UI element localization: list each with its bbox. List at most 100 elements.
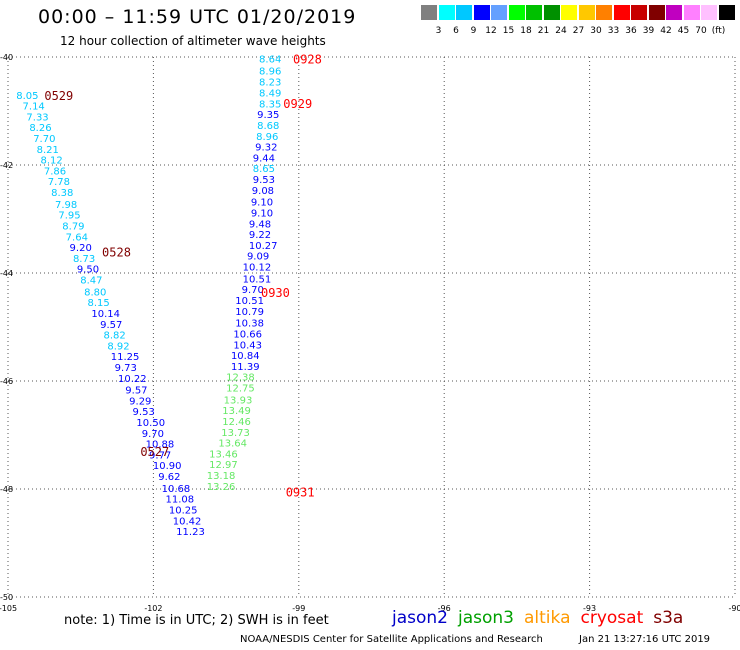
color-scale-label: 12 — [485, 26, 497, 36]
pass-time-label: 0931 — [286, 486, 315, 500]
color-swatch — [526, 5, 542, 20]
wave-height-value: 10.51 — [243, 274, 272, 285]
wave-height-value: 10.79 — [235, 307, 264, 318]
satellite-legend-jason2: jason2 — [392, 608, 448, 628]
wave-height-value: 10.22 — [118, 374, 147, 385]
wave-height-value: 10.27 — [249, 241, 278, 252]
wave-height-value: 10.84 — [231, 351, 260, 362]
wave-height-value: 8.68 — [257, 121, 279, 132]
wave-height-value: 13.26 — [207, 482, 236, 493]
color-swatch — [666, 5, 682, 20]
wave-height-value: 10.50 — [136, 418, 165, 429]
wave-height-value: 9.10 — [251, 209, 273, 220]
wave-height-value: 8.26 — [29, 123, 51, 134]
wave-height-value: 9.29 — [129, 396, 151, 407]
credit-text: NOAA/NESDIS Center for Satellite Applica… — [240, 634, 543, 645]
color-swatch — [456, 5, 472, 20]
wave-height-value: 9.70 — [242, 285, 264, 296]
wave-height-value: 9.10 — [251, 198, 273, 209]
wave-height-value: 7.98 — [55, 200, 77, 211]
lon-tick-label: -90 — [728, 604, 740, 613]
color-scale-label: 24 — [555, 26, 567, 36]
wave-height-value: 12.97 — [209, 460, 238, 471]
wave-height-value: 9.57 — [125, 386, 147, 397]
wave-height-value: 7.64 — [66, 232, 88, 243]
pass-time-label: 0528 — [102, 245, 131, 259]
satellite-legend: jason2 jason3 altika cryosat s3a — [392, 608, 693, 628]
color-swatch — [508, 5, 525, 20]
wave-height-value: 9.77 — [149, 450, 171, 461]
wave-height-value: 9.22 — [249, 230, 271, 241]
color-scale-label: 9 — [470, 26, 477, 36]
lat-tick-label: -50 — [0, 593, 13, 602]
wave-height-value: 13.46 — [209, 449, 238, 460]
color-swatch — [561, 5, 577, 20]
color-scale-label: (ft) — [711, 26, 726, 36]
color-scale-label: 42 — [660, 26, 672, 36]
pass-time-label: 0928 — [293, 53, 322, 67]
wave-height-value: 8.49 — [259, 89, 281, 100]
color-scale-label: 45 — [677, 26, 690, 36]
wave-height-value: 10.90 — [153, 461, 182, 472]
wave-height-value: 12.75 — [226, 383, 255, 394]
color-swatch — [491, 5, 507, 20]
wave-height-value: 8.21 — [37, 145, 59, 156]
satellite-legend-jason3: jason3 — [458, 608, 514, 628]
wave-height-value: 9.53 — [133, 407, 155, 418]
wave-height-value: 9.73 — [115, 363, 137, 374]
color-swatch — [701, 5, 717, 20]
wave-height-value: 11.25 — [111, 352, 140, 363]
wave-height-value: 8.96 — [256, 132, 278, 143]
wave-height-value: 12.46 — [222, 417, 251, 428]
color-scale-label: 36 — [625, 26, 637, 36]
lon-tick-label: -102 — [144, 604, 162, 613]
wave-height-value: 8.96 — [259, 67, 281, 78]
wave-height-value: 13.64 — [218, 439, 247, 450]
wave-height-value: 9.44 — [253, 153, 275, 164]
color-scale-label: 39 — [642, 26, 655, 36]
wave-height-value: 9.53 — [253, 175, 275, 186]
wave-height-value: 10.42 — [173, 516, 202, 527]
color-swatch — [438, 5, 455, 20]
lat-tick-label: -46 — [0, 377, 13, 386]
wave-height-value: 13.49 — [222, 406, 251, 417]
lon-tick-label: -96 — [438, 604, 451, 613]
color-scale-label: 6 — [453, 26, 459, 36]
lon-tick-label: -105 — [0, 604, 17, 613]
wave-height-value: 10.12 — [243, 263, 272, 274]
wave-height-value: 10.25 — [169, 506, 198, 517]
color-swatch — [578, 5, 595, 20]
wave-height-value: 8.79 — [62, 221, 84, 232]
wave-height-value: 9.20 — [70, 243, 92, 254]
color-swatch — [421, 5, 437, 20]
satellite-legend-altika: altika — [524, 608, 571, 628]
wave-height-value: 8.65 — [253, 164, 275, 175]
pass-time-label: 0929 — [283, 97, 312, 111]
wave-height-value: 7.14 — [23, 102, 45, 113]
lat-tick-label: -48 — [0, 485, 13, 494]
wave-height-value: 8.82 — [103, 331, 125, 342]
map-title: 00:00 – 11:59 UTC 01/20/2019 — [38, 6, 357, 28]
wave-height-value: 11.39 — [231, 362, 260, 373]
lon-tick-label: -93 — [583, 604, 596, 613]
pass-time-label: 0930 — [261, 286, 290, 300]
wave-height-value: 7.78 — [48, 177, 70, 188]
wave-height-value: 7.86 — [44, 166, 66, 177]
wave-height-value: 9.70 — [142, 429, 164, 440]
wave-height-value: 8.47 — [80, 275, 102, 286]
satellite-legend-cryosat: cryosat — [580, 608, 644, 628]
wave-height-value: 7.95 — [58, 211, 80, 222]
wave-height-value: 8.73 — [73, 254, 95, 265]
wave-height-value: 9.35 — [257, 110, 279, 121]
wave-height-value: 9.62 — [158, 472, 180, 483]
wave-height-value: 8.23 — [259, 77, 281, 88]
color-scale-label: 30 — [590, 26, 602, 36]
color-scale-label: 15 — [502, 26, 515, 36]
wave-height-value: 9.48 — [249, 219, 271, 230]
wave-height-value: 9.08 — [252, 186, 274, 197]
wave-height-value: 10.66 — [233, 329, 262, 340]
color-scale-label: 27 — [572, 26, 585, 36]
color-scale-label: 18 — [520, 26, 532, 36]
wave-height-value: 10.51 — [235, 296, 264, 307]
wave-height-value: 8.12 — [40, 156, 62, 167]
